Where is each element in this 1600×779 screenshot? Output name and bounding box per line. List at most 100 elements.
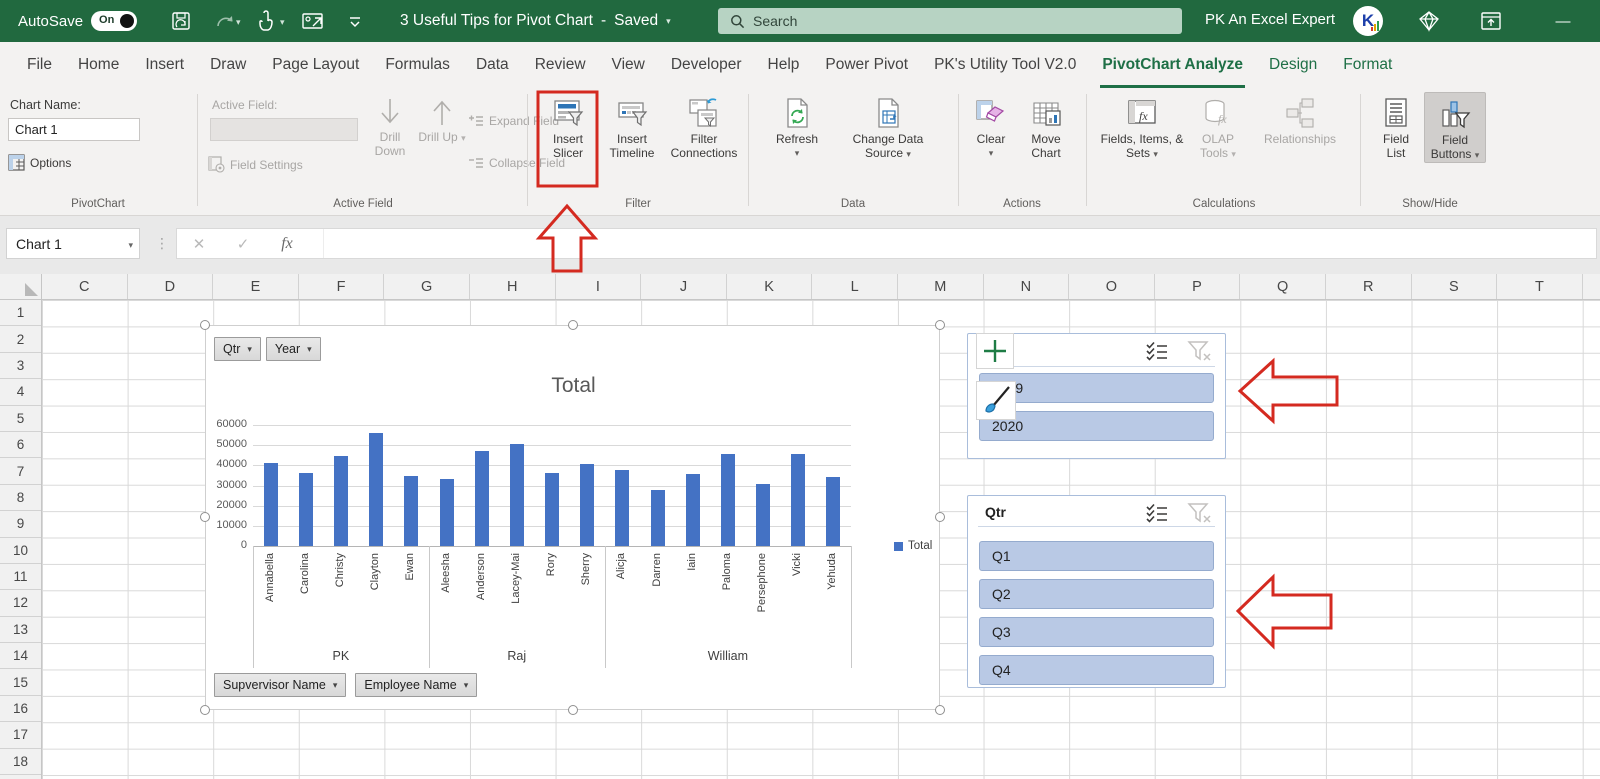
ribbon-tab[interactable]: Page Layout (272, 56, 360, 73)
minimize-button[interactable]: — (1555, 12, 1571, 30)
column-header[interactable]: I (556, 274, 642, 299)
slicer-item[interactable]: Q3 (979, 617, 1214, 647)
row-header[interactable]: 3 (0, 353, 41, 380)
ribbon-tab[interactable]: Developer (670, 56, 742, 73)
slicer-item[interactable]: 2020 (979, 411, 1214, 441)
fields-items-sets-button[interactable]: fx Fields, Items, & Sets ▾ (1098, 92, 1186, 161)
column-header[interactable]: R (1326, 274, 1412, 299)
chart-field-button[interactable]: Supvervisor Name ▾ (214, 673, 347, 697)
column-header[interactable]: L (812, 274, 898, 299)
row-header[interactable]: 10 (0, 538, 41, 564)
touch-mode-dropdown-icon[interactable]: ▾ (280, 17, 285, 27)
ribbon-tab[interactable]: Home (77, 56, 120, 73)
row-header[interactable]: 2 (0, 326, 41, 353)
chart-handle[interactable] (200, 512, 210, 522)
field-buttons-button[interactable]: Field Buttons ▾ (1424, 92, 1486, 163)
ribbon-tab[interactable]: PivotChart Analyze (1089, 42, 1256, 88)
slicer-item[interactable]: Q4 (979, 655, 1214, 685)
row-header[interactable]: 7 (0, 458, 41, 485)
ribbon-tab[interactable]: Data (475, 56, 509, 73)
ribbon-tab[interactable]: Format (1343, 56, 1393, 73)
ribbon-tab[interactable]: Design (1269, 56, 1318, 73)
search-input[interactable]: Search (718, 8, 1182, 34)
column-header[interactable]: P (1155, 274, 1241, 299)
row-header[interactable]: 6 (0, 432, 41, 459)
row-header[interactable]: 9 (0, 511, 41, 538)
field-list-button[interactable]: Field List (1372, 92, 1420, 160)
doc-title-dropdown-icon[interactable]: ▾ (666, 15, 671, 26)
move-chart-button[interactable]: Move Chart (1018, 92, 1074, 160)
row-header[interactable]: 14 (0, 643, 41, 670)
slicer-item[interactable]: Q1 (979, 541, 1214, 571)
chart-handle[interactable] (935, 705, 945, 715)
ribbon-tab[interactable]: Review (534, 56, 586, 73)
chart-handle[interactable] (200, 705, 210, 715)
ribbon-display-options-icon[interactable] (1478, 8, 1504, 34)
ribbon-tab[interactable]: Insert (145, 56, 185, 73)
filter-connections-button[interactable]: Filter Connections (666, 92, 742, 160)
column-header[interactable]: D (128, 274, 214, 299)
ribbon-tab[interactable]: PK's Utility Tool V2.0 (934, 56, 1077, 73)
slicer-item[interactable]: Q2 (979, 579, 1214, 609)
ribbon-tab[interactable]: View (611, 56, 645, 73)
formula-input[interactable] (323, 229, 1596, 258)
column-header[interactable]: C (42, 274, 128, 299)
autosave-toggle[interactable]: On (91, 11, 138, 31)
save-icon[interactable] (168, 8, 194, 34)
row-header[interactable]: 4 (0, 379, 41, 406)
row-header[interactable]: 8 (0, 485, 41, 512)
row-header[interactable]: 15 (0, 669, 41, 696)
column-header[interactable]: F (299, 274, 385, 299)
account-name[interactable]: PK An Excel Expert (1205, 11, 1336, 28)
column-header[interactable]: H (470, 274, 556, 299)
slicer-item[interactable]: 2019 (979, 373, 1214, 403)
options-button[interactable]: Options (8, 154, 71, 171)
column-header[interactable]: S (1412, 274, 1498, 299)
ribbon-tab[interactable]: Help (767, 56, 800, 73)
chart-handle[interactable] (200, 320, 210, 330)
row-header[interactable]: 17 (0, 722, 41, 749)
pivot-chart[interactable]: Qtr ▾ Year ▾ Total 0 10000 20000 30000 40000 500… (205, 325, 940, 710)
insert-timeline-button[interactable]: Insert Timeline (602, 92, 662, 160)
year-slicer[interactable]: 2019 2020 (967, 333, 1226, 459)
column-header[interactable]: M (898, 274, 984, 299)
row-header[interactable]: 5 (0, 406, 41, 432)
share-screenshot-icon[interactable] (300, 8, 326, 34)
column-header[interactable]: K (727, 274, 813, 299)
change-data-source-button[interactable]: Change Data Source ▾ (836, 92, 940, 161)
row-header[interactable]: 16 (0, 696, 41, 723)
insert-slicer-button[interactable]: Insert Slicer (540, 92, 596, 160)
chart-field-button[interactable]: Qtr ▾ (214, 337, 261, 361)
chart-handle[interactable] (935, 320, 945, 330)
refresh-button[interactable]: Refresh ▾ (766, 92, 828, 160)
premium-diamond-icon[interactable] (1416, 8, 1442, 34)
ribbon-tab[interactable]: Formulas (385, 56, 450, 73)
chart-handle[interactable] (935, 512, 945, 522)
qtr-slicer[interactable]: Qtr Q1 Q2 Q3 Q4 (967, 495, 1226, 688)
touch-mode-icon[interactable] (252, 8, 278, 34)
column-header[interactable]: J (641, 274, 727, 299)
chart-handle[interactable] (568, 320, 578, 330)
ribbon-tab[interactable]: File (27, 56, 52, 73)
row-header[interactable]: 13 (0, 617, 41, 644)
column-header[interactable]: T (1497, 274, 1583, 299)
column-header[interactable]: O (1069, 274, 1155, 299)
ribbon-tab[interactable]: Draw (210, 56, 247, 73)
name-box-input[interactable] (7, 229, 139, 258)
row-header[interactable]: 11 (0, 564, 41, 591)
column-header[interactable]: N (984, 274, 1070, 299)
column-header[interactable]: E (213, 274, 299, 299)
multi-select-icon[interactable] (1145, 340, 1169, 362)
chart-field-button[interactable]: Employee Name ▾ (355, 673, 478, 697)
name-box-dropdown-icon[interactable]: ▾ (128, 240, 133, 250)
chart-field-button[interactable]: Year ▾ (265, 337, 321, 361)
column-header[interactable]: Q (1240, 274, 1326, 299)
chart-handle[interactable] (568, 705, 578, 715)
row-header[interactable]: 1 (0, 300, 41, 327)
account-avatar[interactable]: K (1353, 6, 1383, 36)
name-box[interactable]: ▾ (6, 228, 140, 259)
row-header[interactable]: 18 (0, 749, 41, 776)
row-header[interactable]: 12 (0, 590, 41, 617)
multi-select-icon[interactable] (1145, 502, 1169, 524)
clear-button[interactable]: Clear ▾ (966, 92, 1016, 160)
